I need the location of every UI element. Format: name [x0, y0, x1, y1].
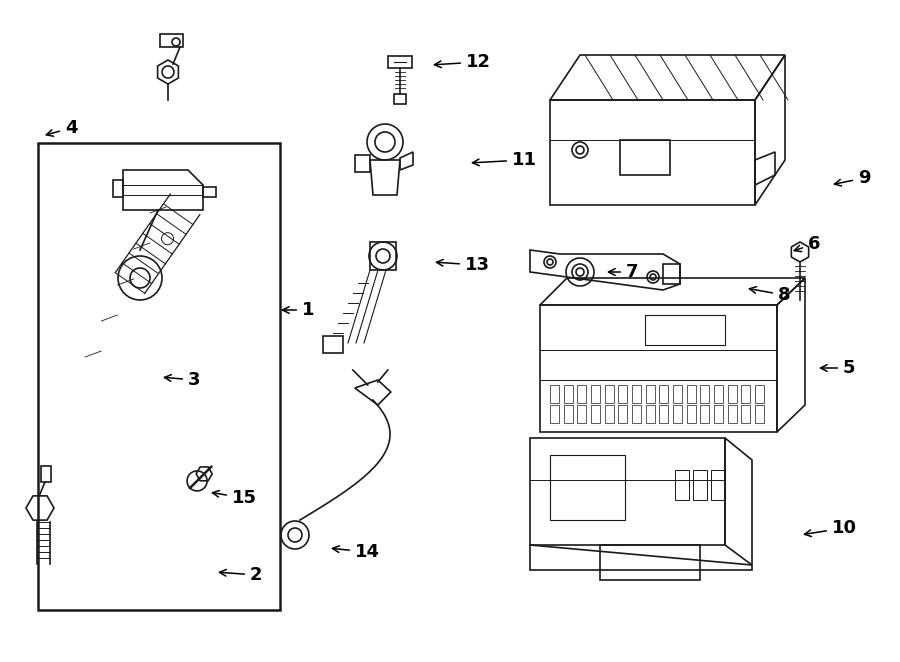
Bar — [728, 405, 737, 423]
Bar — [563, 385, 572, 403]
Bar — [591, 405, 600, 423]
Bar — [563, 405, 572, 423]
Text: 7: 7 — [608, 263, 638, 281]
Bar — [645, 385, 654, 403]
Text: 6: 6 — [795, 235, 821, 253]
Bar — [673, 385, 682, 403]
Bar — [700, 405, 709, 423]
Bar — [742, 405, 751, 423]
Bar — [700, 385, 709, 403]
Text: 2: 2 — [220, 566, 263, 584]
Text: 9: 9 — [834, 169, 870, 187]
Bar — [728, 385, 737, 403]
Bar — [693, 470, 707, 500]
Text: 4: 4 — [46, 119, 77, 137]
Bar — [714, 385, 723, 403]
Bar — [577, 405, 586, 423]
Text: 8: 8 — [750, 286, 790, 304]
Text: 1: 1 — [283, 301, 314, 319]
Text: 3: 3 — [165, 371, 201, 389]
Bar — [41, 466, 51, 482]
Bar — [755, 405, 764, 423]
Bar — [711, 470, 725, 500]
Bar — [591, 385, 600, 403]
Bar — [550, 385, 559, 403]
Bar — [742, 385, 751, 403]
Text: 11: 11 — [472, 151, 537, 169]
Bar — [550, 405, 559, 423]
Bar — [645, 315, 725, 345]
Bar — [605, 405, 614, 423]
Bar — [618, 385, 627, 403]
Text: 15: 15 — [212, 489, 257, 507]
Bar — [38, 143, 280, 610]
Bar — [687, 405, 696, 423]
Bar — [714, 405, 723, 423]
Text: 10: 10 — [805, 519, 857, 537]
Bar — [632, 385, 641, 403]
Bar — [605, 385, 614, 403]
Bar — [645, 405, 654, 423]
Text: 5: 5 — [821, 359, 856, 377]
Bar — [687, 385, 696, 403]
Bar — [660, 405, 669, 423]
Bar — [673, 405, 682, 423]
Bar — [755, 385, 764, 403]
Text: 13: 13 — [436, 256, 490, 274]
Bar — [618, 405, 627, 423]
Bar — [675, 470, 689, 500]
Text: 14: 14 — [332, 543, 380, 561]
Bar — [632, 405, 641, 423]
Bar — [577, 385, 586, 403]
Text: 12: 12 — [435, 53, 491, 71]
Bar — [550, 455, 625, 520]
Bar — [660, 385, 669, 403]
